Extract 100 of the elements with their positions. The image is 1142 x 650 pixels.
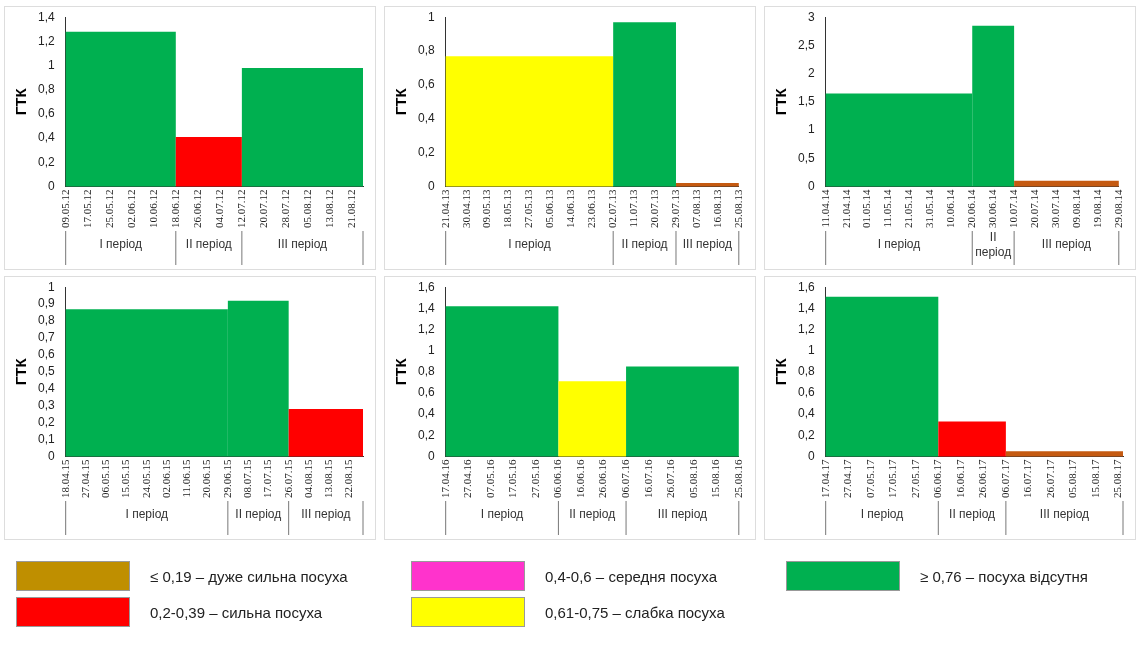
y-axis-title: ГТК — [392, 357, 410, 386]
y-tick-label: 1 — [427, 9, 435, 24]
x-tick-label: 25.08.13 — [731, 189, 744, 228]
category-label: 0,2-0,39 – сильна посуха — [150, 603, 323, 621]
text: III період — [657, 507, 708, 522]
x-tick-label: 01.05.14 — [860, 189, 873, 228]
text: II період — [569, 507, 616, 522]
text: II період — [235, 507, 282, 522]
y-tick-label: 0,6 — [37, 347, 55, 362]
x-tick-label: 19.08.14 — [1090, 189, 1103, 228]
y-tick-label: 0,2 — [37, 414, 55, 429]
x-tick-label: 15.05.15 — [119, 459, 132, 498]
text: III період — [1039, 507, 1090, 522]
x-tick-label: 26.07.16 — [664, 459, 677, 498]
x-tick-label: 11.06.15 — [180, 459, 193, 498]
text: III період — [301, 507, 351, 522]
y-tick-label: 0,4 — [797, 406, 815, 421]
x-tick-label: 02.06.15 — [159, 459, 172, 498]
text: II період — [185, 237, 232, 252]
x-tick-label: 05.08.16 — [686, 459, 699, 498]
y-tick-label: 0,6 — [417, 385, 435, 400]
y-tick-label: 0 — [427, 178, 435, 193]
text: III період — [682, 237, 733, 252]
x-tick-label: 17.05.12 — [80, 189, 93, 228]
x-tick-label: 07.08.13 — [689, 189, 702, 228]
x-tick-label: 10.07.14 — [1007, 189, 1020, 228]
y-tick-label: 0,8 — [417, 364, 435, 379]
x-tick-label: 07.05.17 — [863, 459, 876, 498]
x-tick-label: 05.08.12 — [300, 189, 313, 228]
x-tick-label: 11.05.14 — [881, 189, 894, 228]
x-tick-label: 21.04.14 — [839, 189, 852, 228]
y-tick-label: 0,7 — [37, 330, 55, 345]
y-tick-label: 0,1 — [37, 431, 55, 446]
y-tick-label: 0,3 — [37, 398, 55, 413]
x-tick-label: 29.07.13 — [668, 189, 681, 228]
y-axis-title: ГТК — [772, 87, 790, 116]
y-tick-label: 0,6 — [417, 77, 435, 92]
x-tick-label: 17.07.15 — [261, 459, 274, 498]
x-tick-label: 09.05.13 — [480, 189, 493, 228]
x-tick-label: 26.06.16 — [596, 459, 609, 498]
y-tick-label: 1,2 — [37, 33, 55, 48]
x-tick-label: 25.08.17 — [1111, 459, 1124, 498]
x-tick-label: 16.06.16 — [573, 459, 586, 498]
y-tick-label: 0,2 — [417, 427, 435, 442]
y-tick-label: 1,4 — [37, 9, 55, 24]
y-tick-label: 1,4 — [417, 300, 435, 315]
text: I період — [99, 237, 143, 252]
y-axis-title: ГТК — [772, 357, 790, 386]
x-tick-label: 20.06.14 — [965, 189, 978, 228]
y-tick-label: 0,8 — [37, 82, 55, 97]
x-tick-label: 04.07.12 — [212, 189, 225, 228]
x-tick-label: 18.06.12 — [168, 189, 181, 228]
x-tick-label: 10.06.12 — [146, 189, 159, 228]
x-tick-label: 29.06.15 — [220, 459, 233, 498]
y-tick-label: 0,2 — [417, 144, 435, 159]
y-tick-label: 0,6 — [37, 106, 55, 121]
y-tick-label: 1 — [47, 279, 55, 294]
y-tick-label: 0,2 — [37, 154, 55, 169]
category-label: 0,4-0,6 – середня посуха — [545, 567, 718, 585]
x-tick-label: 06.06.17 — [931, 459, 944, 498]
x-tick-label: 18.04.15 — [58, 459, 71, 498]
x-tick-label: 17.05.16 — [506, 459, 519, 498]
x-tick-label: 20.07.13 — [647, 189, 660, 228]
y-tick-label: 1,6 — [417, 279, 435, 294]
x-tick-label: 17.04.17 — [818, 459, 831, 498]
x-tick-label: 06.07.17 — [998, 459, 1011, 498]
y-tick-label: 1,6 — [797, 279, 815, 294]
y-tick-label: 0,4 — [417, 406, 435, 421]
x-tick-label: 04.08.15 — [301, 459, 314, 498]
x-tick-label: 28.07.12 — [278, 189, 291, 228]
y-tick-label: 1 — [807, 343, 815, 357]
x-tick-label: 12.07.12 — [234, 189, 247, 228]
x-tick-label: 27.05.16 — [528, 459, 541, 498]
y-tick-label: 0 — [427, 448, 435, 463]
x-tick-label: 11.07.13 — [627, 189, 640, 228]
y-tick-label: 0,9 — [37, 296, 55, 311]
y-axis-title: ГТК — [392, 87, 410, 116]
y-tick-label: 2,5 — [797, 37, 815, 52]
y-tick-label: 1,5 — [797, 94, 815, 109]
x-tick-label: 23.06.13 — [585, 189, 598, 228]
x-tick-label: 17.04.16 — [438, 459, 451, 498]
x-tick-label: 21.04.13 — [438, 189, 451, 228]
x-tick-label: 02.06.12 — [124, 189, 137, 228]
y-tick-label: 0,4 — [37, 130, 55, 145]
y-tick-label: 0,5 — [37, 364, 55, 379]
text: I період — [125, 507, 169, 522]
x-tick-label: 16.07.17 — [1021, 459, 1034, 498]
x-tick-label: 27.05.13 — [522, 189, 535, 228]
x-tick-label: 09.08.14 — [1069, 189, 1082, 228]
x-tick-label: 13.08.12 — [322, 189, 335, 228]
x-tick-label: 27.04.16 — [461, 459, 474, 498]
x-tick-label: 26.06.12 — [190, 189, 203, 228]
x-tick-label: 17.05.17 — [886, 459, 899, 498]
x-tick-label: 09.05.12 — [58, 189, 71, 228]
text: II період — [975, 230, 1012, 260]
text: I період — [860, 507, 904, 522]
text: I період — [508, 237, 551, 252]
x-tick-label: 20.07.14 — [1027, 189, 1040, 228]
y-tick-label: 0 — [807, 178, 815, 193]
x-tick-label: 08.07.15 — [241, 459, 254, 498]
